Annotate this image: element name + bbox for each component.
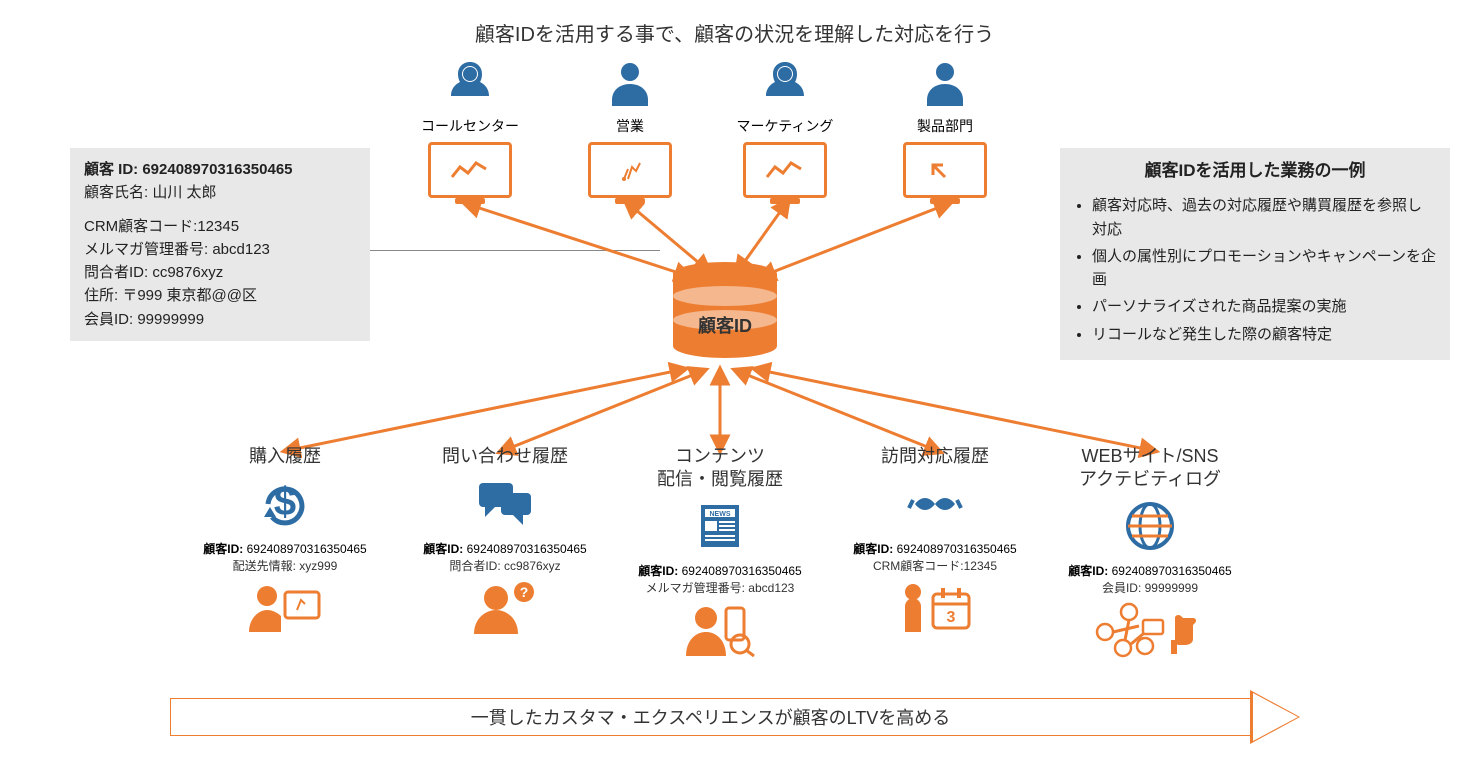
history-icon bbox=[830, 474, 1040, 534]
history-id: 顧客ID: 6924089703163504​65 bbox=[1045, 562, 1255, 579]
history-sub: 問合者ID: cc9876xyz bbox=[400, 557, 610, 574]
svg-text:?: ? bbox=[520, 584, 529, 600]
history-sub: メルマガ管理番号: abcd123 bbox=[615, 579, 825, 596]
history-icon bbox=[400, 474, 610, 534]
usage-item: パーソナライズされた商品提案の実施 bbox=[1092, 295, 1436, 318]
usage-examples-box: 顧客IDを活用した業務の一例 顧客対応時、過去の対応履歴や購買履歴を参照し対応 … bbox=[1060, 148, 1450, 360]
person-icon bbox=[880, 54, 1010, 112]
action-icon: 3 bbox=[830, 578, 1040, 638]
history-title: 購入履歴 bbox=[180, 445, 390, 468]
history-sub: CRM顧客コード:12345 bbox=[830, 557, 1040, 574]
action-icon bbox=[180, 578, 390, 638]
history-title: コンテンツ配信・閲覧履歴 bbox=[615, 445, 825, 490]
customer-line: 住所: 〒999 東京都@@区 bbox=[84, 284, 356, 307]
history-3: 訪問対応履歴 顧客ID: 6924089703163504​65 CRM顧客コー… bbox=[830, 445, 1040, 638]
department-label: 営業 bbox=[565, 116, 695, 136]
usage-box-title: 顧客IDを活用した業務の一例 bbox=[1074, 158, 1436, 184]
customer-name-value: 山川 太郎 bbox=[152, 184, 216, 201]
device-icon bbox=[903, 142, 987, 198]
action-icon bbox=[615, 600, 825, 660]
customer-name-label: 顧客氏名: bbox=[84, 184, 148, 201]
database-label: 顧客ID bbox=[660, 312, 790, 338]
customer-id-value: 6924089703163504​65 bbox=[142, 161, 292, 178]
history-sub: 配送先情報: xyz999 bbox=[180, 557, 390, 574]
department-label: 製品部門 bbox=[880, 116, 1010, 136]
department-label: マーケティング bbox=[720, 116, 850, 136]
customer-line: 会員ID: 99999999 bbox=[84, 308, 356, 331]
history-id: 顧客ID: 6924089703163504​65 bbox=[830, 540, 1040, 557]
customer-line: CRM顧客コード:12345 bbox=[84, 215, 356, 238]
device-icon bbox=[588, 142, 672, 198]
history-icon bbox=[1045, 496, 1255, 556]
history-title: 問い合わせ履歴 bbox=[400, 445, 610, 468]
history-title: 訪問対応履歴 bbox=[830, 445, 1040, 468]
history-icon: $ bbox=[180, 474, 390, 534]
device-icon bbox=[428, 142, 512, 198]
device-icon bbox=[743, 142, 827, 198]
connector-line bbox=[370, 250, 660, 251]
customer-line: メルマガ管理番号: abcd123 bbox=[84, 238, 356, 261]
usage-item: 個人の属性別にプロモーションやキャンペーンを企画 bbox=[1092, 245, 1436, 292]
department-3: 製品部門 bbox=[880, 54, 1010, 198]
person-icon bbox=[405, 54, 535, 112]
department-2: マーケティング bbox=[720, 54, 850, 198]
person-icon bbox=[720, 54, 850, 112]
department-0: コールセンター bbox=[405, 54, 535, 198]
history-title: WEBサイト/SNSアクテビティログ bbox=[1045, 445, 1255, 490]
customer-id-label: 顧客 ID: bbox=[84, 161, 138, 178]
history-sub: 会員ID: 99999999 bbox=[1045, 579, 1255, 596]
history-4: WEBサイト/SNSアクテビティログ 顧客ID: 692408970316350… bbox=[1045, 445, 1255, 660]
history-1: 問い合わせ履歴 顧客ID: 6924089703163504​65 問合者ID:… bbox=[400, 445, 610, 638]
history-0: 購入履歴 $ 顧客ID: 6924089703163504​65 配送先情報: … bbox=[180, 445, 390, 638]
person-icon bbox=[565, 54, 695, 112]
history-id: 顧客ID: 6924089703163504​65 bbox=[180, 540, 390, 557]
svg-text:NEWS: NEWS bbox=[710, 511, 731, 518]
usage-item: 顧客対応時、過去の対応履歴や購買履歴を参照し対応 bbox=[1092, 194, 1436, 241]
history-2: コンテンツ配信・閲覧履歴 NEWS 顧客ID: 6924089703163504… bbox=[615, 445, 825, 660]
customer-info-box: 顧客 ID: 6924089703163504​65 顧客氏名: 山川 太郎 C… bbox=[70, 148, 370, 341]
department-label: コールセンター bbox=[405, 116, 535, 136]
action-icon: ? bbox=[400, 578, 610, 638]
action-icon bbox=[1045, 600, 1255, 660]
usage-item: リコールなど発生した際の顧客特定 bbox=[1092, 323, 1436, 346]
svg-text:3: 3 bbox=[947, 609, 956, 626]
history-icon: NEWS bbox=[615, 496, 825, 556]
top-title: 顧客IDを活用する事で、顧客の状況を理解した対応を行う bbox=[0, 18, 1469, 47]
history-id: 顧客ID: 6924089703163504​65 bbox=[615, 562, 825, 579]
summary-arrow: 一貫したカスタマ・エクスペリエンスが顧客のLTVを高める bbox=[170, 690, 1300, 744]
history-id: 顧客ID: 6924089703163504​65 bbox=[400, 540, 610, 557]
customer-id-database: 顧客ID bbox=[660, 260, 790, 370]
department-1: 営業 bbox=[565, 54, 695, 198]
summary-arrow-text: 一貫したカスタマ・エクスペリエンスが顧客のLTVを高める bbox=[170, 698, 1250, 736]
customer-line: 問合者ID: cc9876xyz bbox=[84, 261, 356, 284]
